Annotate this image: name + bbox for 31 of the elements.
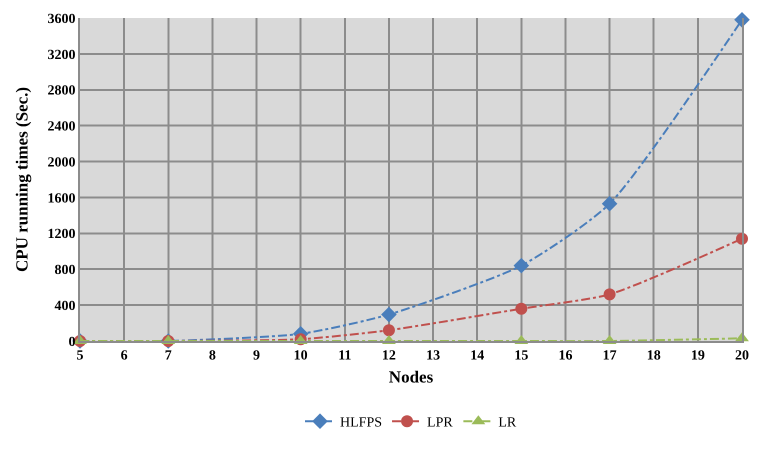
x-tick-label: 19 [690, 348, 705, 364]
x-tick-label: 13 [426, 348, 440, 364]
x-tick-label: 16 [558, 348, 572, 364]
x-tick-label: 6 [120, 348, 128, 364]
x-tick-label: 12 [382, 348, 396, 364]
y-tick-label: 800 [54, 263, 76, 278]
x-tick-label: 17 [602, 348, 617, 364]
y-tick-label: 400 [54, 299, 76, 314]
x-tick-label: 5 [76, 348, 84, 364]
y-tick-label: 3200 [47, 48, 76, 63]
x-tick-label: 8 [208, 348, 216, 364]
y-tick-label: 0 [68, 334, 76, 350]
y-axis-title: CPU running times (Sec.) [12, 86, 32, 272]
x-tick-label: 11 [338, 348, 352, 364]
y-tick-label: 3600 [47, 12, 76, 27]
y-tick-label: 2000 [47, 155, 76, 170]
x-tick-label: 9 [253, 348, 260, 364]
legend-label: LR [498, 416, 517, 431]
x-axis-title: Nodes [388, 367, 434, 386]
x-tick-label: 14 [470, 348, 484, 364]
x-tick-label: 10 [294, 348, 308, 364]
y-tick-label: 2400 [47, 120, 76, 135]
y-tick-label: 1600 [47, 191, 76, 206]
y-tick-label: 1200 [47, 227, 76, 242]
x-tick-label: 7 [164, 348, 172, 364]
y-tick-label: 2800 [47, 84, 76, 99]
legend-label: HLFPS [340, 416, 382, 431]
x-tick-label: 20 [735, 348, 749, 364]
x-tick-label: 15 [514, 348, 528, 364]
x-tick-label: 18 [646, 348, 661, 364]
legend-label: LPR [427, 416, 454, 431]
